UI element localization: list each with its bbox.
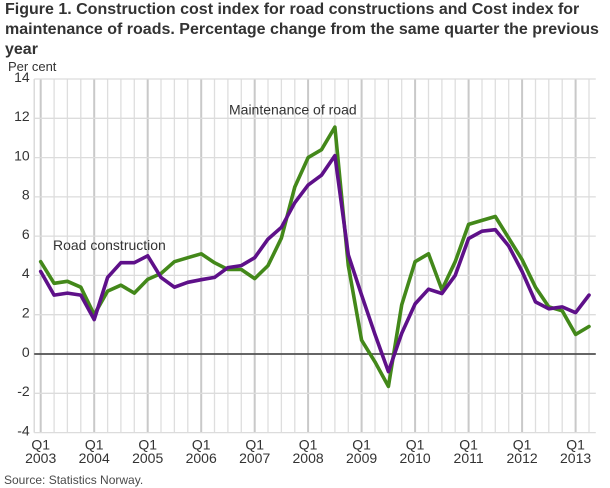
svg-text:2: 2 bbox=[22, 305, 30, 321]
svg-text:2007: 2007 bbox=[239, 450, 270, 466]
svg-text:2012: 2012 bbox=[507, 450, 538, 466]
svg-text:12: 12 bbox=[14, 108, 30, 124]
svg-text:-4: -4 bbox=[17, 422, 30, 438]
svg-text:Maintenance of road: Maintenance of road bbox=[229, 102, 357, 118]
svg-text:Q1: Q1 bbox=[85, 437, 104, 453]
svg-text:14: 14 bbox=[14, 69, 30, 85]
svg-text:2004: 2004 bbox=[79, 450, 110, 466]
svg-text:2013: 2013 bbox=[560, 450, 591, 466]
svg-text:2010: 2010 bbox=[400, 450, 431, 466]
svg-text:Q1: Q1 bbox=[406, 437, 425, 453]
svg-text:2011: 2011 bbox=[454, 450, 484, 466]
svg-text:Road construction: Road construction bbox=[53, 237, 166, 253]
svg-text:Q1: Q1 bbox=[31, 437, 50, 453]
svg-text:6: 6 bbox=[22, 226, 30, 242]
svg-text:2006: 2006 bbox=[186, 450, 217, 466]
svg-text:Q1: Q1 bbox=[566, 437, 585, 453]
svg-text:2005: 2005 bbox=[132, 450, 163, 466]
svg-text:2003: 2003 bbox=[25, 450, 56, 466]
svg-text:8: 8 bbox=[22, 187, 30, 203]
svg-text:Q1: Q1 bbox=[192, 437, 211, 453]
svg-text:Q1: Q1 bbox=[513, 437, 532, 453]
svg-text:-2: -2 bbox=[17, 383, 30, 399]
svg-text:2008: 2008 bbox=[293, 450, 324, 466]
svg-text:Q1: Q1 bbox=[138, 437, 157, 453]
svg-text:4: 4 bbox=[22, 265, 30, 281]
svg-text:Q1: Q1 bbox=[245, 437, 264, 453]
svg-text:Q1: Q1 bbox=[459, 437, 478, 453]
svg-text:Q1: Q1 bbox=[299, 437, 318, 453]
svg-text:Q1: Q1 bbox=[352, 437, 371, 453]
svg-text:2009: 2009 bbox=[346, 450, 377, 466]
svg-text:0: 0 bbox=[22, 344, 30, 360]
svg-text:10: 10 bbox=[14, 147, 30, 163]
